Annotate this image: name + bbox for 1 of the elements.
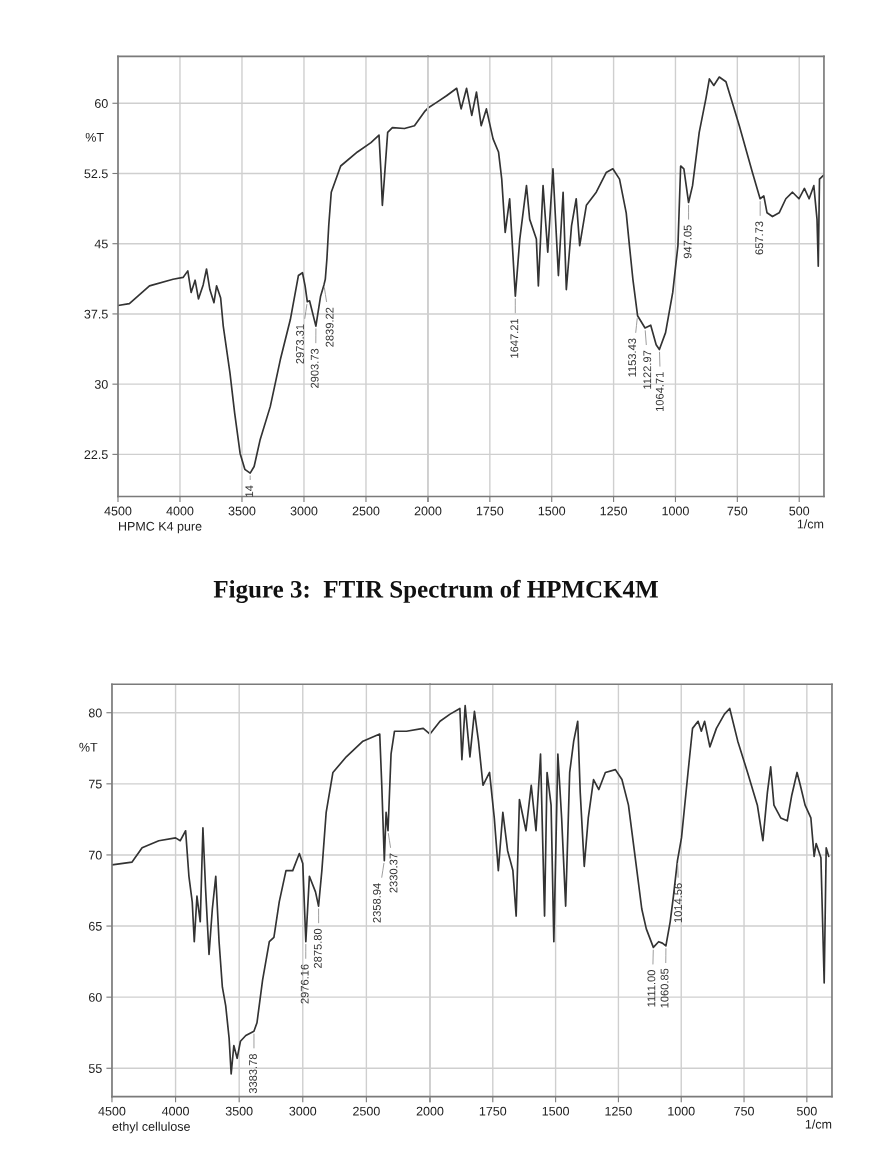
caption: Figure 3: FTIR Spectrum of HPMCK4M xyxy=(213,579,658,603)
